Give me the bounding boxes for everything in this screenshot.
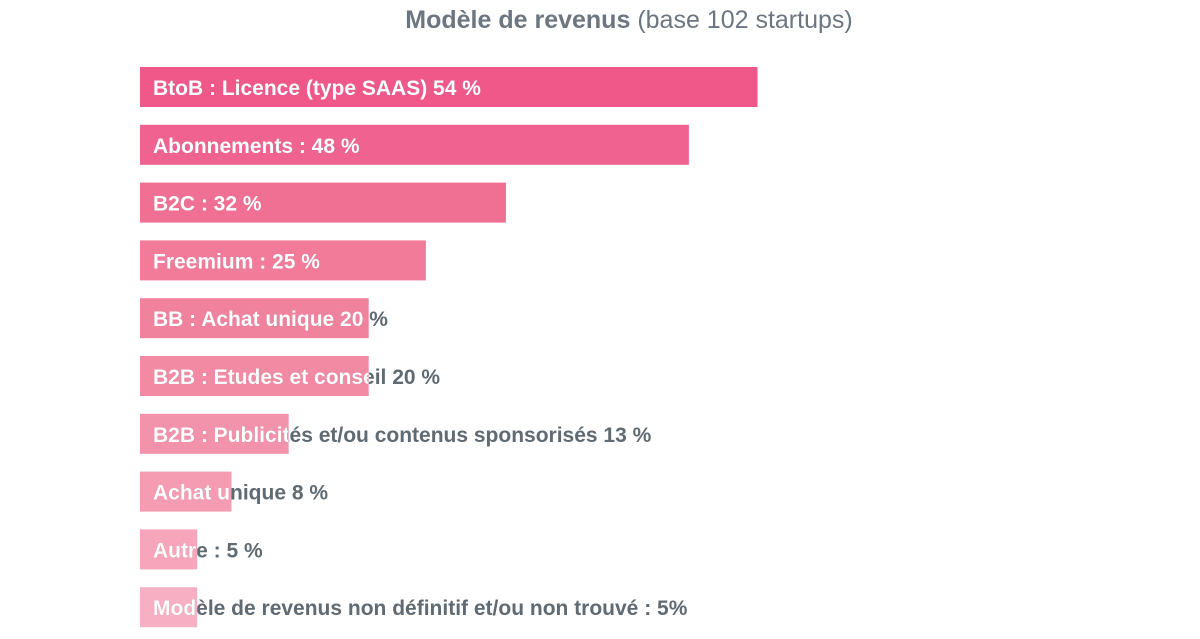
bar-label-inner-7: Achat unique 8 % [153,482,328,505]
bar-label-inner-1: Abonnements : 48 % [153,135,360,158]
chart-title: Modèle de revenus (base 102 startups) [0,6,1200,35]
bar-2 [140,182,506,223]
bar-label-4: BB : Achat unique 20 % [153,308,388,331]
bar-label-6: B2B : Publicités et/ou contenus sponsori… [153,424,652,447]
bar-label-2: B2C : 32 % [153,193,262,216]
bar-9 [140,587,198,628]
bar-1 [140,124,689,165]
bar-6 [140,413,289,454]
chart-subtitle: (base 102 startups) [637,6,853,34]
bar-label-8: Autre : 5 % [153,539,263,562]
bar-label-inner-3: Freemium : 25 % [153,250,320,273]
bar-label-9: Modèle de revenus non définitif et/ou no… [153,597,688,620]
bar-label-inner-5: B2B : Etudes et conseil 20 % [153,366,440,389]
bar-label-inner-2: B2C : 32 % [153,193,262,216]
bar-label-inner-6: B2B : Publicités et/ou contenus sponsori… [153,424,652,447]
chart-title-main: Modèle de revenus [405,6,631,34]
bar-8 [140,529,198,570]
bar-label-7: Achat unique 8 % [153,482,328,505]
bar-label-5: B2B : Etudes et conseil 20 % [153,366,440,389]
bar-7 [140,471,232,512]
bar-label-inner-4: BB : Achat unique 20 % [153,308,388,331]
bar-4 [140,298,369,339]
bar-3 [140,240,426,281]
bar-label-inner-9: Modèle de revenus non définitif et/ou no… [153,597,688,620]
bar-label-3: Freemium : 25 % [153,250,320,273]
bar-label-inner-0: BtoB : Licence (type SAAS) 54 % [153,77,481,100]
bar-label-1: Abonnements : 48 % [153,135,360,158]
bar-0 [140,67,758,107]
bar-5 [140,356,369,396]
bar-label-inner-8: Autre : 5 % [153,539,263,562]
bar-label-0: BtoB : Licence (type SAAS) 54 % [153,77,481,100]
